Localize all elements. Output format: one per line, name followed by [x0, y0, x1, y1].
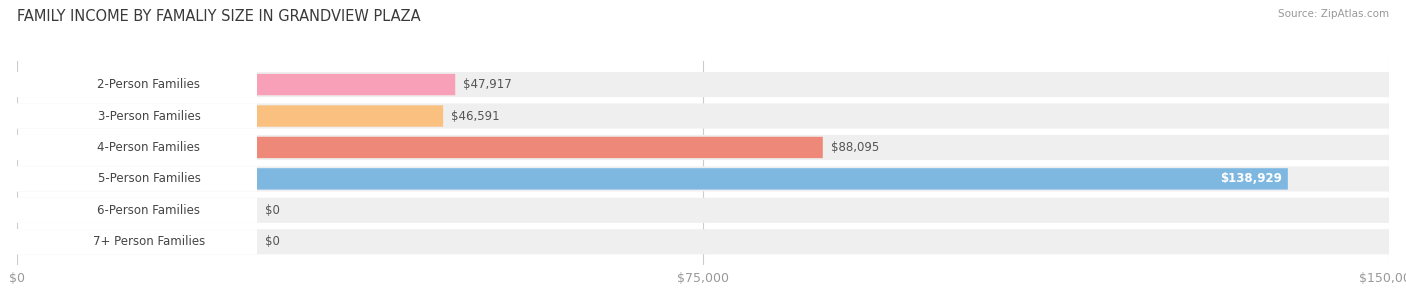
Text: $138,929: $138,929 [1220, 172, 1282, 185]
FancyBboxPatch shape [17, 198, 1389, 223]
FancyBboxPatch shape [17, 103, 257, 129]
Text: Source: ZipAtlas.com: Source: ZipAtlas.com [1278, 9, 1389, 19]
Text: 7+ Person Families: 7+ Person Families [93, 235, 205, 248]
FancyBboxPatch shape [17, 72, 257, 97]
Text: $0: $0 [266, 235, 280, 248]
Text: 3-Person Families: 3-Person Families [97, 109, 201, 123]
Text: $47,917: $47,917 [464, 78, 512, 91]
FancyBboxPatch shape [17, 229, 257, 254]
FancyBboxPatch shape [17, 166, 1389, 192]
Text: FAMILY INCOME BY FAMALIY SIZE IN GRANDVIEW PLAZA: FAMILY INCOME BY FAMALIY SIZE IN GRANDVI… [17, 9, 420, 24]
Text: $88,095: $88,095 [831, 141, 879, 154]
Text: $46,591: $46,591 [451, 109, 501, 123]
FancyBboxPatch shape [17, 229, 1389, 254]
FancyBboxPatch shape [17, 103, 1389, 129]
Text: $0: $0 [266, 204, 280, 217]
FancyBboxPatch shape [17, 137, 823, 158]
FancyBboxPatch shape [17, 72, 1389, 97]
FancyBboxPatch shape [17, 135, 257, 160]
Text: 4-Person Families: 4-Person Families [97, 141, 201, 154]
Text: 5-Person Families: 5-Person Families [97, 172, 201, 185]
FancyBboxPatch shape [17, 198, 257, 223]
FancyBboxPatch shape [17, 105, 443, 127]
Text: 2-Person Families: 2-Person Families [97, 78, 201, 91]
FancyBboxPatch shape [17, 166, 257, 192]
FancyBboxPatch shape [17, 135, 1389, 160]
FancyBboxPatch shape [17, 168, 1288, 190]
FancyBboxPatch shape [17, 74, 456, 95]
Text: 6-Person Families: 6-Person Families [97, 204, 201, 217]
